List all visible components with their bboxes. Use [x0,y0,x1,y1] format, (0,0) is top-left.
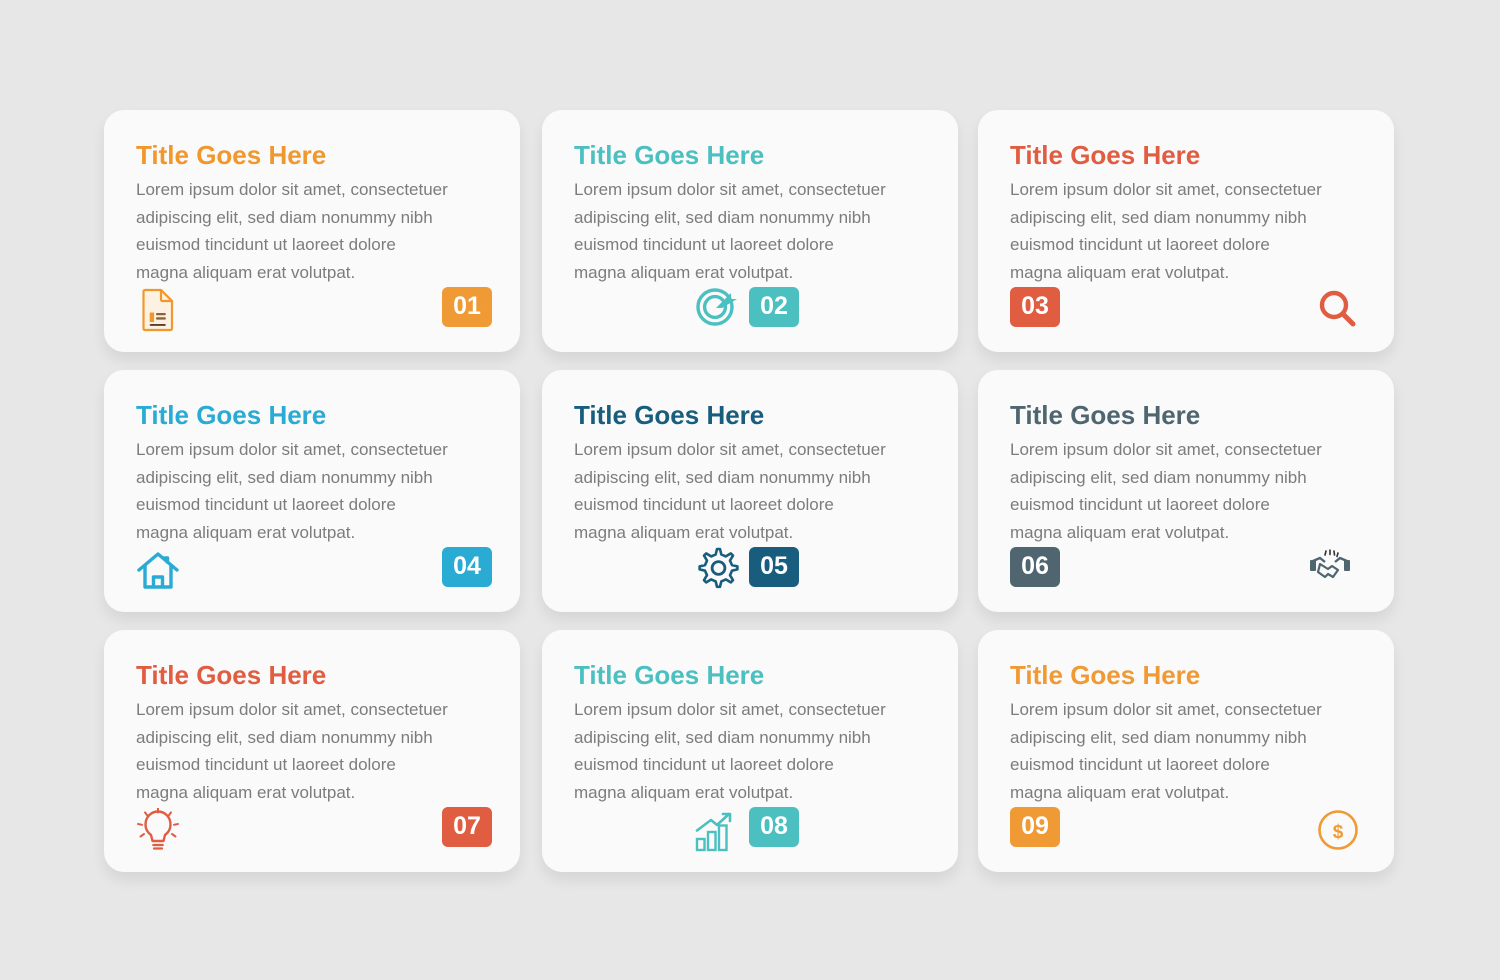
svg-text:$: $ [1333,822,1344,843]
